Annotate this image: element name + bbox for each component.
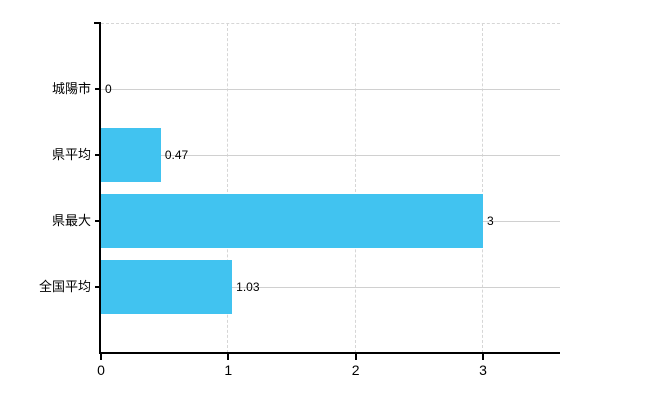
- x-tick-label: 1: [224, 362, 233, 378]
- category-label: 全国平均: [38, 279, 91, 294]
- x-tick: [482, 354, 484, 360]
- h-gridline: [101, 287, 560, 288]
- y-axis-top-tick: [94, 22, 101, 24]
- category-tick: [95, 220, 101, 222]
- v-gridline: [354, 23, 356, 353]
- bar-value-label: 1.03: [236, 280, 260, 294]
- plot-top-border: [101, 23, 560, 24]
- bar: [101, 260, 233, 314]
- x-tick-label: 2: [351, 362, 360, 378]
- y-axis-line: [99, 22, 101, 354]
- bar-value-label: 3: [487, 214, 494, 228]
- bar-value-label: 0: [105, 82, 112, 96]
- category-label: 県平均: [51, 147, 91, 162]
- h-gridline: [101, 155, 560, 156]
- category-tick: [95, 88, 101, 90]
- x-tick: [227, 354, 230, 360]
- category-label: 城陽市: [51, 81, 91, 96]
- bar-value-label: 0.47: [164, 148, 189, 162]
- v-gridline: [227, 23, 229, 353]
- bar: [101, 128, 161, 182]
- x-tick: [354, 354, 357, 360]
- category-tick: [95, 286, 101, 288]
- x-tick-label: 0: [97, 362, 105, 378]
- category-tick: [95, 154, 101, 156]
- x-axis-line: [99, 352, 560, 354]
- v-gridline: [482, 23, 483, 353]
- category-label: 県最大: [51, 213, 91, 228]
- x-tick: [100, 354, 102, 360]
- h-gridline: [101, 89, 560, 90]
- x-tick-label: 3: [479, 362, 487, 378]
- bar: [101, 194, 483, 248]
